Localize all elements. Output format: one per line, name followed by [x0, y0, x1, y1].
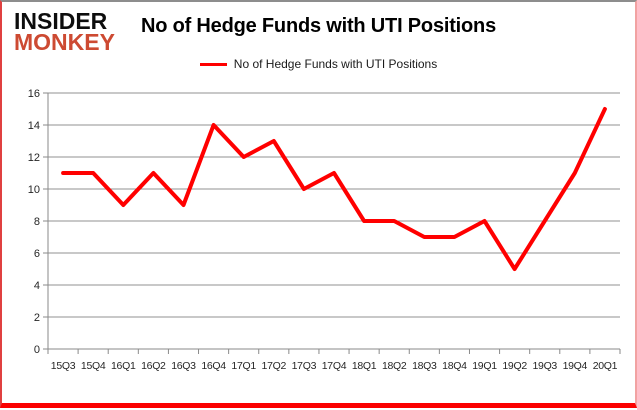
x-axis-label: 16Q4	[201, 360, 226, 372]
x-axis-label: 17Q4	[322, 360, 347, 372]
y-axis-label: 16	[28, 88, 40, 100]
logo-monkey-text: MONKEY	[14, 29, 115, 55]
x-axis-label: 17Q2	[262, 360, 287, 372]
y-axis-label: 0	[34, 344, 40, 356]
page-title: No of Hedge Funds with UTI Positions	[140, 15, 496, 37]
x-axis-label: 18Q2	[382, 360, 407, 372]
x-axis-label: 18Q1	[352, 360, 377, 372]
data-series-line	[61, 107, 607, 271]
y-axis-label: 2	[34, 312, 40, 324]
x-axis-label: 17Q3	[292, 360, 317, 372]
x-axis-label: 19Q4	[563, 360, 588, 372]
x-axis-label: 18Q4	[442, 360, 467, 372]
legend: No of Hedge Funds with UTI Positions	[2, 57, 635, 71]
x-axis-label: 17Q1	[231, 360, 256, 372]
x-axis-label: 19Q2	[502, 360, 527, 372]
x-axis-label: 19Q3	[532, 360, 557, 372]
y-axis-label: 6	[34, 248, 40, 260]
x-axis-label: 18Q3	[412, 360, 437, 372]
x-axis-label: 16Q1	[111, 360, 136, 372]
y-axis-label: 14	[28, 120, 40, 132]
x-axis-label: 16Q3	[171, 360, 196, 372]
x-axis-label: 15Q3	[51, 360, 76, 372]
x-axis-label: 16Q2	[141, 360, 166, 372]
legend-line-swatch	[199, 62, 227, 66]
x-axis-label: 20Q1	[593, 360, 618, 372]
y-axis-label: 10	[28, 184, 40, 196]
logo-insider-text: INSIDER	[14, 8, 108, 34]
y-axis-label: 4	[34, 280, 40, 292]
x-axis-label: 19Q1	[472, 360, 497, 372]
x-axis-label: 15Q4	[81, 360, 106, 372]
legend-label: No of Hedge Funds with UTI Positions	[233, 57, 438, 71]
insider-monkey-logo: INSIDER MONKEY	[14, 8, 115, 55]
y-axis-label: 8	[34, 216, 40, 228]
y-axis-label: 12	[28, 152, 40, 164]
